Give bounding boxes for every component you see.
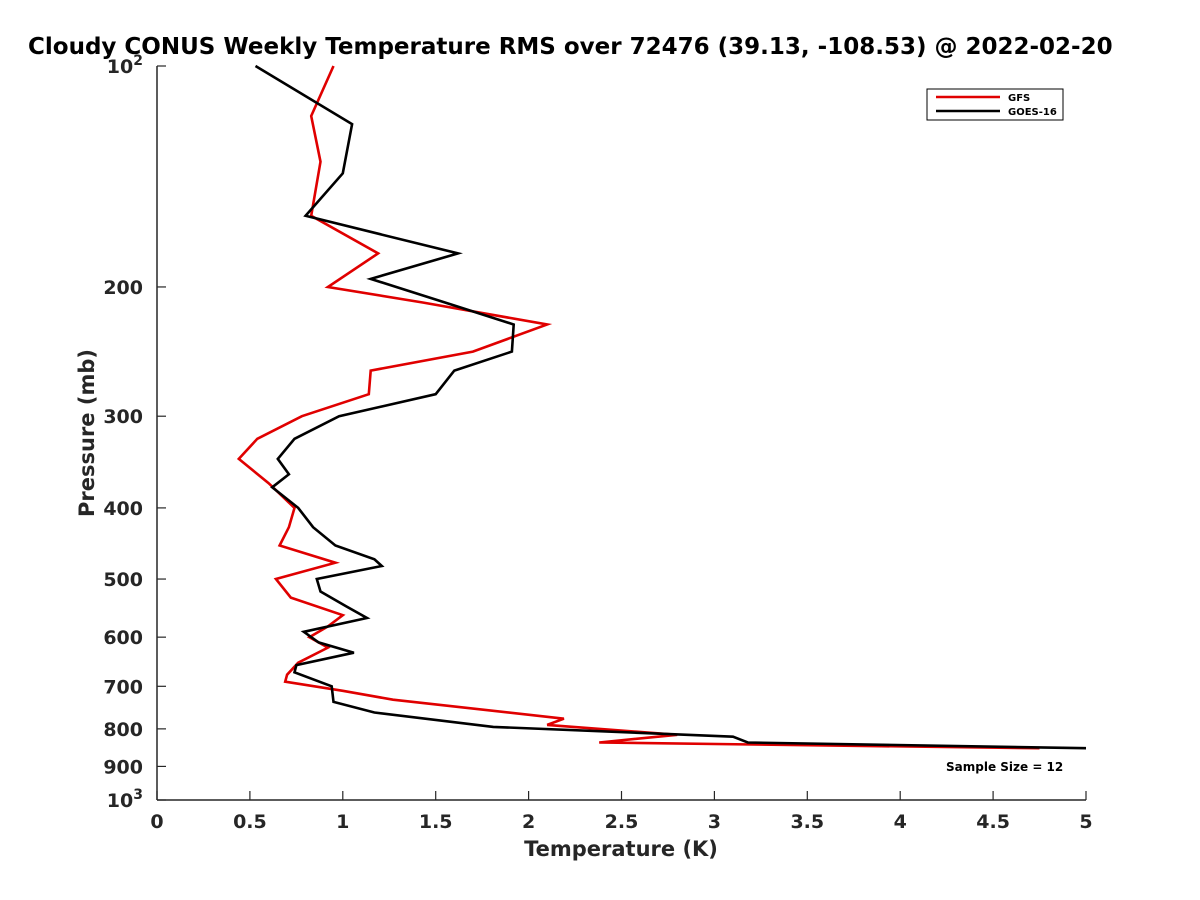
x-axis-label: Temperature (K) (524, 837, 718, 861)
x-tick-label: 5 (1079, 811, 1092, 833)
y-tick-label: 500 (103, 569, 143, 591)
y-tick-label: 700 (103, 676, 143, 698)
x-tick-label: 2 (522, 811, 535, 833)
legend: GFS GOES-16 (926, 88, 1064, 121)
y-tick-label: 200 (103, 277, 143, 299)
legend-label-gfs: GFS (1008, 93, 1030, 104)
x-tick-label: 0 (150, 811, 163, 833)
x-tick-label: 1.5 (419, 811, 453, 833)
y-axis-label: Pressure (mb) (75, 349, 99, 517)
y-tick-label: 103 (107, 787, 143, 812)
y-tick-label: 600 (103, 627, 143, 649)
chart-title: Cloudy CONUS Weekly Temperature RMS over… (28, 34, 1113, 60)
y-ticks: 102 200 300 400 500 600 700 800 900 103 (103, 53, 166, 812)
x-tick-label: 4.5 (976, 811, 1010, 833)
series-layer (236, 64, 1087, 750)
x-tick-label: 3.5 (790, 811, 824, 833)
x-ticks: 0 0.5 1 1.5 2 2.5 3 3.5 4 4.5 5 (150, 791, 1093, 833)
y-tick-label: 102 (107, 53, 143, 78)
x-tick-label: 1 (336, 811, 349, 833)
series-line-gfs (236, 65, 1040, 750)
series-line-goes-16 (254, 64, 1087, 750)
y-tick-label: 300 (103, 406, 143, 428)
sample-size-annotation: Sample Size = 12 (946, 760, 1063, 774)
legend-box (926, 88, 1064, 121)
x-tick-label: 3 (708, 811, 721, 833)
x-tick-label: 4 (894, 811, 907, 833)
x-tick-label: 0.5 (233, 811, 267, 833)
y-tick-label: 800 (103, 719, 143, 741)
legend-label-goes16: GOES-16 (1008, 107, 1057, 118)
x-tick-label: 2.5 (605, 811, 639, 833)
y-tick-label: 900 (103, 756, 143, 778)
y-tick-label: 400 (103, 498, 143, 520)
